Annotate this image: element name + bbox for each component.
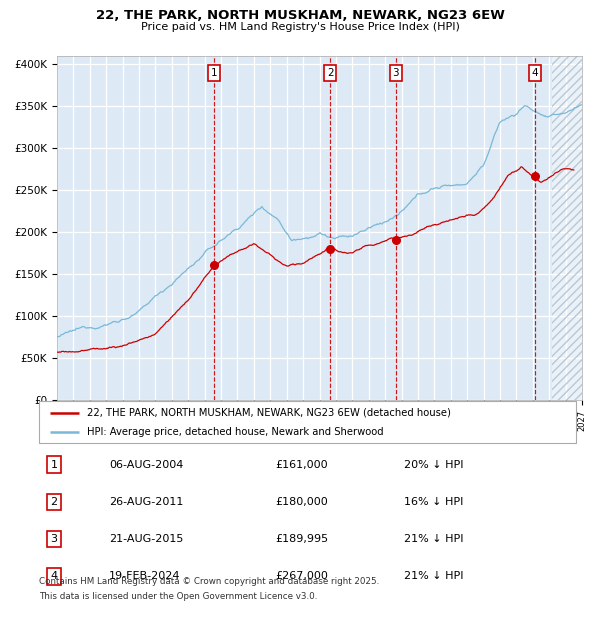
- Text: Price paid vs. HM Land Registry's House Price Index (HPI): Price paid vs. HM Land Registry's House …: [140, 22, 460, 32]
- Text: 22, THE PARK, NORTH MUSKHAM, NEWARK, NG23 6EW (detached house): 22, THE PARK, NORTH MUSKHAM, NEWARK, NG2…: [88, 407, 451, 417]
- Text: 4: 4: [50, 571, 58, 582]
- Text: 21-AUG-2015: 21-AUG-2015: [109, 534, 183, 544]
- Text: 4: 4: [532, 68, 538, 78]
- Text: 21% ↓ HPI: 21% ↓ HPI: [404, 534, 464, 544]
- Text: 1: 1: [50, 459, 58, 470]
- Text: £180,000: £180,000: [275, 497, 328, 507]
- Text: 20% ↓ HPI: 20% ↓ HPI: [404, 459, 464, 470]
- Text: 3: 3: [392, 68, 399, 78]
- Text: 1: 1: [211, 68, 217, 78]
- Text: 2: 2: [50, 497, 58, 507]
- Text: 16% ↓ HPI: 16% ↓ HPI: [404, 497, 464, 507]
- Text: £267,000: £267,000: [275, 571, 328, 582]
- Text: HPI: Average price, detached house, Newark and Sherwood: HPI: Average price, detached house, Newa…: [88, 427, 384, 437]
- Text: 26-AUG-2011: 26-AUG-2011: [109, 497, 183, 507]
- FancyBboxPatch shape: [39, 401, 576, 443]
- Text: £189,995: £189,995: [275, 534, 328, 544]
- Text: 06-AUG-2004: 06-AUG-2004: [109, 459, 183, 470]
- Text: £161,000: £161,000: [275, 459, 328, 470]
- Text: Contains HM Land Registry data © Crown copyright and database right 2025.: Contains HM Land Registry data © Crown c…: [39, 577, 379, 586]
- Text: 22, THE PARK, NORTH MUSKHAM, NEWARK, NG23 6EW: 22, THE PARK, NORTH MUSKHAM, NEWARK, NG2…: [95, 9, 505, 22]
- Text: 3: 3: [50, 534, 58, 544]
- Text: 2: 2: [327, 68, 334, 78]
- Text: 21% ↓ HPI: 21% ↓ HPI: [404, 571, 464, 582]
- Text: This data is licensed under the Open Government Licence v3.0.: This data is licensed under the Open Gov…: [39, 592, 317, 601]
- Text: 19-FEB-2024: 19-FEB-2024: [109, 571, 181, 582]
